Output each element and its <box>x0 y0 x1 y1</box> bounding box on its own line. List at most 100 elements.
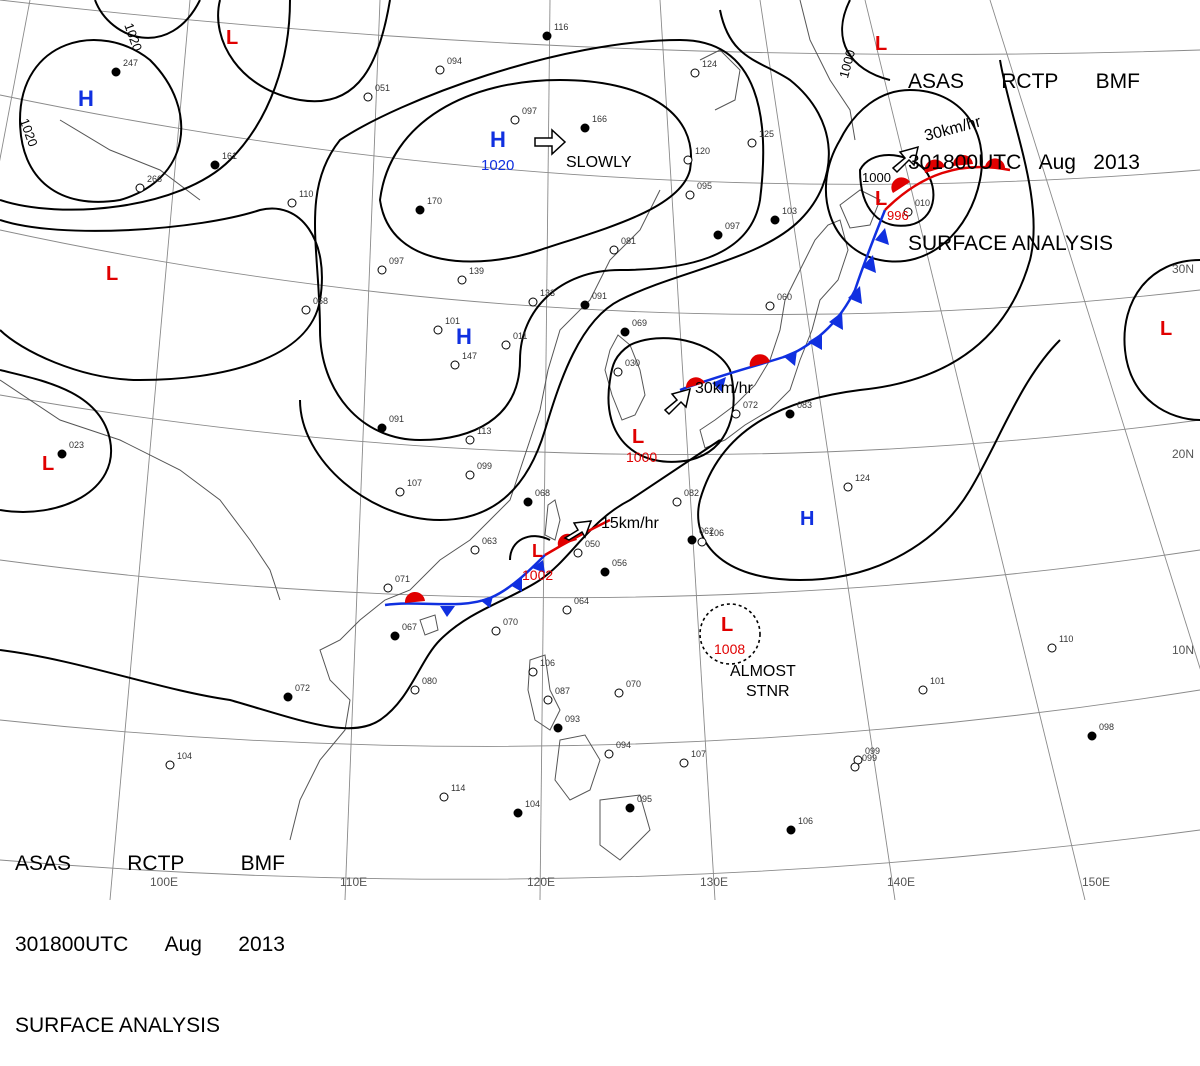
station-pressure-value: 104 <box>525 799 540 809</box>
station-pressure-value: 011 <box>513 331 527 341</box>
station-marker <box>903 207 913 217</box>
station-pressure-value: 097 <box>522 106 537 116</box>
station-pressure-value: 101 <box>445 316 460 326</box>
station-marker <box>528 667 538 677</box>
station-marker <box>690 68 700 78</box>
lon-label: 100E <box>150 875 178 889</box>
station-pressure-value: 091 <box>389 414 404 424</box>
high-center-label: H <box>800 508 814 530</box>
station-marker <box>843 482 853 492</box>
station-pressure-value: 247 <box>123 58 138 68</box>
station-marker <box>614 688 624 698</box>
station-marker <box>465 435 475 445</box>
isobar-label: 1020 <box>121 21 145 53</box>
header-word: ASAS <box>15 852 72 875</box>
stnr-label-line1: ALMOST <box>730 663 796 680</box>
low-center-pressure: 1002 <box>522 567 553 583</box>
station-pressure-value: 087 <box>555 686 570 696</box>
station-pressure-value: 068 <box>535 488 550 498</box>
station-marker <box>685 190 695 200</box>
station-pressure-value: 104 <box>177 751 192 761</box>
header-title: SURFACE ANALYSIS <box>908 232 1114 255</box>
station-pressure-value: 106 <box>540 658 555 668</box>
station-pressure-value: 072 <box>295 683 310 693</box>
station-pressure-value: 125 <box>759 129 774 139</box>
station-pressure-value: 266 <box>147 174 162 184</box>
station-pressure-value: 082 <box>684 488 699 498</box>
weather-map: 166 120 095 097 081 133 091 139 147 091 099 107 068 0… <box>0 0 1200 900</box>
station-pressure-value: 113 <box>477 426 491 436</box>
station-marker <box>465 470 475 480</box>
header-word: 301800UTC <box>908 151 1022 174</box>
station-marker <box>210 160 220 170</box>
station-marker <box>918 685 928 695</box>
station-marker <box>377 423 387 433</box>
header-word: ASAS <box>908 70 965 93</box>
lat-label: 20N <box>1172 447 1194 461</box>
station-pressure-value: 124 <box>702 59 717 69</box>
motion-label: 15km/hr <box>601 515 659 532</box>
chart-header-top: ASAS RCTP BMF 301800UTC Aug 2013 SURFACE ANA… <box>908 14 1140 284</box>
station-marker <box>697 537 707 547</box>
station-marker <box>523 497 533 507</box>
stnr-label-line2: STNR <box>746 683 790 700</box>
station-pressure-value: 147 <box>462 351 477 361</box>
station-pressure-value: 095 <box>697 181 712 191</box>
station-marker <box>287 198 297 208</box>
station-marker <box>1087 731 1097 741</box>
station-marker <box>435 65 445 75</box>
station-marker <box>450 360 460 370</box>
low-center-pressure: 996 <box>887 208 909 223</box>
station-pressure-value: 094 <box>616 740 631 750</box>
lon-label: 140E <box>887 875 915 889</box>
station-pressure-value: 107 <box>691 749 706 759</box>
station-marker <box>683 155 693 165</box>
station-marker <box>600 567 610 577</box>
station-pressure-value: 083 <box>797 400 812 410</box>
low-center-pressure: 1000 <box>626 449 657 465</box>
isobar-label: 1000 <box>862 170 891 185</box>
station-marker <box>415 205 425 215</box>
station-marker <box>513 808 523 818</box>
station-pressure-value: 030 <box>625 358 640 368</box>
station-marker <box>491 626 501 636</box>
motion-label: SLOWLY <box>566 154 632 171</box>
station-pressure-value: 099 <box>865 746 880 756</box>
station-marker <box>785 409 795 419</box>
low-center-label: L <box>632 426 644 448</box>
station-pressure-value: 124 <box>855 473 870 483</box>
low-center-pressure: 1008 <box>714 641 745 657</box>
station-marker <box>553 723 563 733</box>
station-marker <box>850 762 860 772</box>
station-pressure-value: 064 <box>574 596 589 606</box>
station-pressure-value: 103 <box>782 206 797 216</box>
station-marker <box>457 275 467 285</box>
low-center-label: L <box>1160 318 1172 340</box>
station-marker <box>111 67 121 77</box>
station-marker <box>433 325 443 335</box>
station-pressure-value: 120 <box>695 146 710 156</box>
station-marker <box>770 215 780 225</box>
station-marker <box>542 31 552 41</box>
station-pressure-value: 067 <box>402 622 417 632</box>
low-center-label: L <box>42 453 54 475</box>
station-pressure-value: 097 <box>389 256 404 266</box>
high-center-pressure: 1020 <box>481 157 514 174</box>
station-pressure-value: 116 <box>554 22 568 32</box>
cold-front-symbols <box>440 228 889 617</box>
isobars <box>0 0 1200 730</box>
low-center-label: L <box>226 27 238 49</box>
station-marker <box>580 300 590 310</box>
motion-label: 30km/hr <box>695 380 753 397</box>
stnr-low-circle <box>699 603 761 665</box>
station-marker <box>363 92 373 102</box>
station-pressure-value: 097 <box>725 221 740 231</box>
lon-label: 120E <box>527 875 555 889</box>
station-marker <box>528 297 538 307</box>
header-word: 2013 <box>238 933 285 956</box>
station-pressure-value: 070 <box>503 617 518 627</box>
high-center-label: H <box>456 324 472 349</box>
station-pressure-value: 063 <box>482 536 497 546</box>
station-pressure-value: 094 <box>447 56 462 66</box>
header-word: RCTP <box>1001 70 1059 93</box>
